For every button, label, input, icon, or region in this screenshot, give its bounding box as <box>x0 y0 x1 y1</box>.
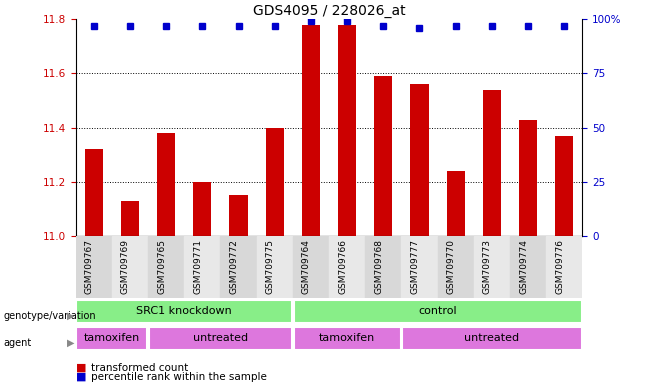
Text: SRC1 knockdown: SRC1 knockdown <box>136 306 232 316</box>
Text: transformed count: transformed count <box>91 363 188 373</box>
Text: GSM709767: GSM709767 <box>85 239 93 294</box>
Bar <box>85 149 103 236</box>
Bar <box>149 326 292 350</box>
Bar <box>293 236 329 298</box>
Bar <box>230 195 247 236</box>
Bar <box>483 90 501 236</box>
Bar <box>474 236 510 298</box>
Text: untreated: untreated <box>465 333 519 343</box>
Text: GSM709772: GSM709772 <box>230 239 238 294</box>
Text: GSM709768: GSM709768 <box>374 239 383 294</box>
Text: GSM709773: GSM709773 <box>483 239 492 294</box>
Bar <box>76 236 112 298</box>
Text: GSM709775: GSM709775 <box>266 239 275 294</box>
Bar <box>447 171 465 236</box>
Bar <box>338 25 356 236</box>
Text: GSM709765: GSM709765 <box>157 239 166 294</box>
Bar <box>112 236 148 298</box>
Text: ■: ■ <box>76 363 86 373</box>
Text: tamoxifen: tamoxifen <box>84 333 140 343</box>
Text: GSM709776: GSM709776 <box>555 239 565 294</box>
Bar <box>519 119 537 236</box>
Title: GDS4095 / 228026_at: GDS4095 / 228026_at <box>253 4 405 18</box>
Bar <box>555 136 573 236</box>
Bar <box>546 236 582 298</box>
Text: percentile rank within the sample: percentile rank within the sample <box>91 372 266 382</box>
Bar <box>374 76 392 236</box>
Text: GSM709764: GSM709764 <box>302 239 311 294</box>
Bar <box>402 326 582 350</box>
Bar <box>365 236 401 298</box>
Bar <box>293 326 401 350</box>
Bar <box>148 236 184 298</box>
Bar <box>401 236 438 298</box>
Bar <box>266 127 284 236</box>
Text: GSM709771: GSM709771 <box>193 239 202 294</box>
Bar <box>76 326 147 350</box>
Text: GSM709774: GSM709774 <box>519 239 528 294</box>
Bar <box>193 182 211 236</box>
Text: agent: agent <box>3 338 32 348</box>
Bar <box>411 84 428 236</box>
Text: GSM709769: GSM709769 <box>121 239 130 294</box>
Bar <box>184 236 220 298</box>
Text: genotype/variation: genotype/variation <box>3 311 96 321</box>
Text: GSM709766: GSM709766 <box>338 239 347 294</box>
Text: tamoxifen: tamoxifen <box>319 333 375 343</box>
Text: ■: ■ <box>76 372 86 382</box>
Bar <box>510 236 546 298</box>
Text: ▶: ▶ <box>67 311 75 321</box>
Bar <box>157 133 175 236</box>
Bar <box>257 236 293 298</box>
Text: GSM709770: GSM709770 <box>447 239 455 294</box>
Bar <box>121 201 139 236</box>
Bar <box>293 300 582 323</box>
Bar <box>329 236 365 298</box>
Bar <box>302 25 320 236</box>
Text: control: control <box>418 306 457 316</box>
Bar <box>76 300 292 323</box>
Text: GSM709777: GSM709777 <box>411 239 420 294</box>
Text: untreated: untreated <box>193 333 248 343</box>
Text: ▶: ▶ <box>67 338 75 348</box>
Bar <box>220 236 257 298</box>
Bar <box>438 236 474 298</box>
